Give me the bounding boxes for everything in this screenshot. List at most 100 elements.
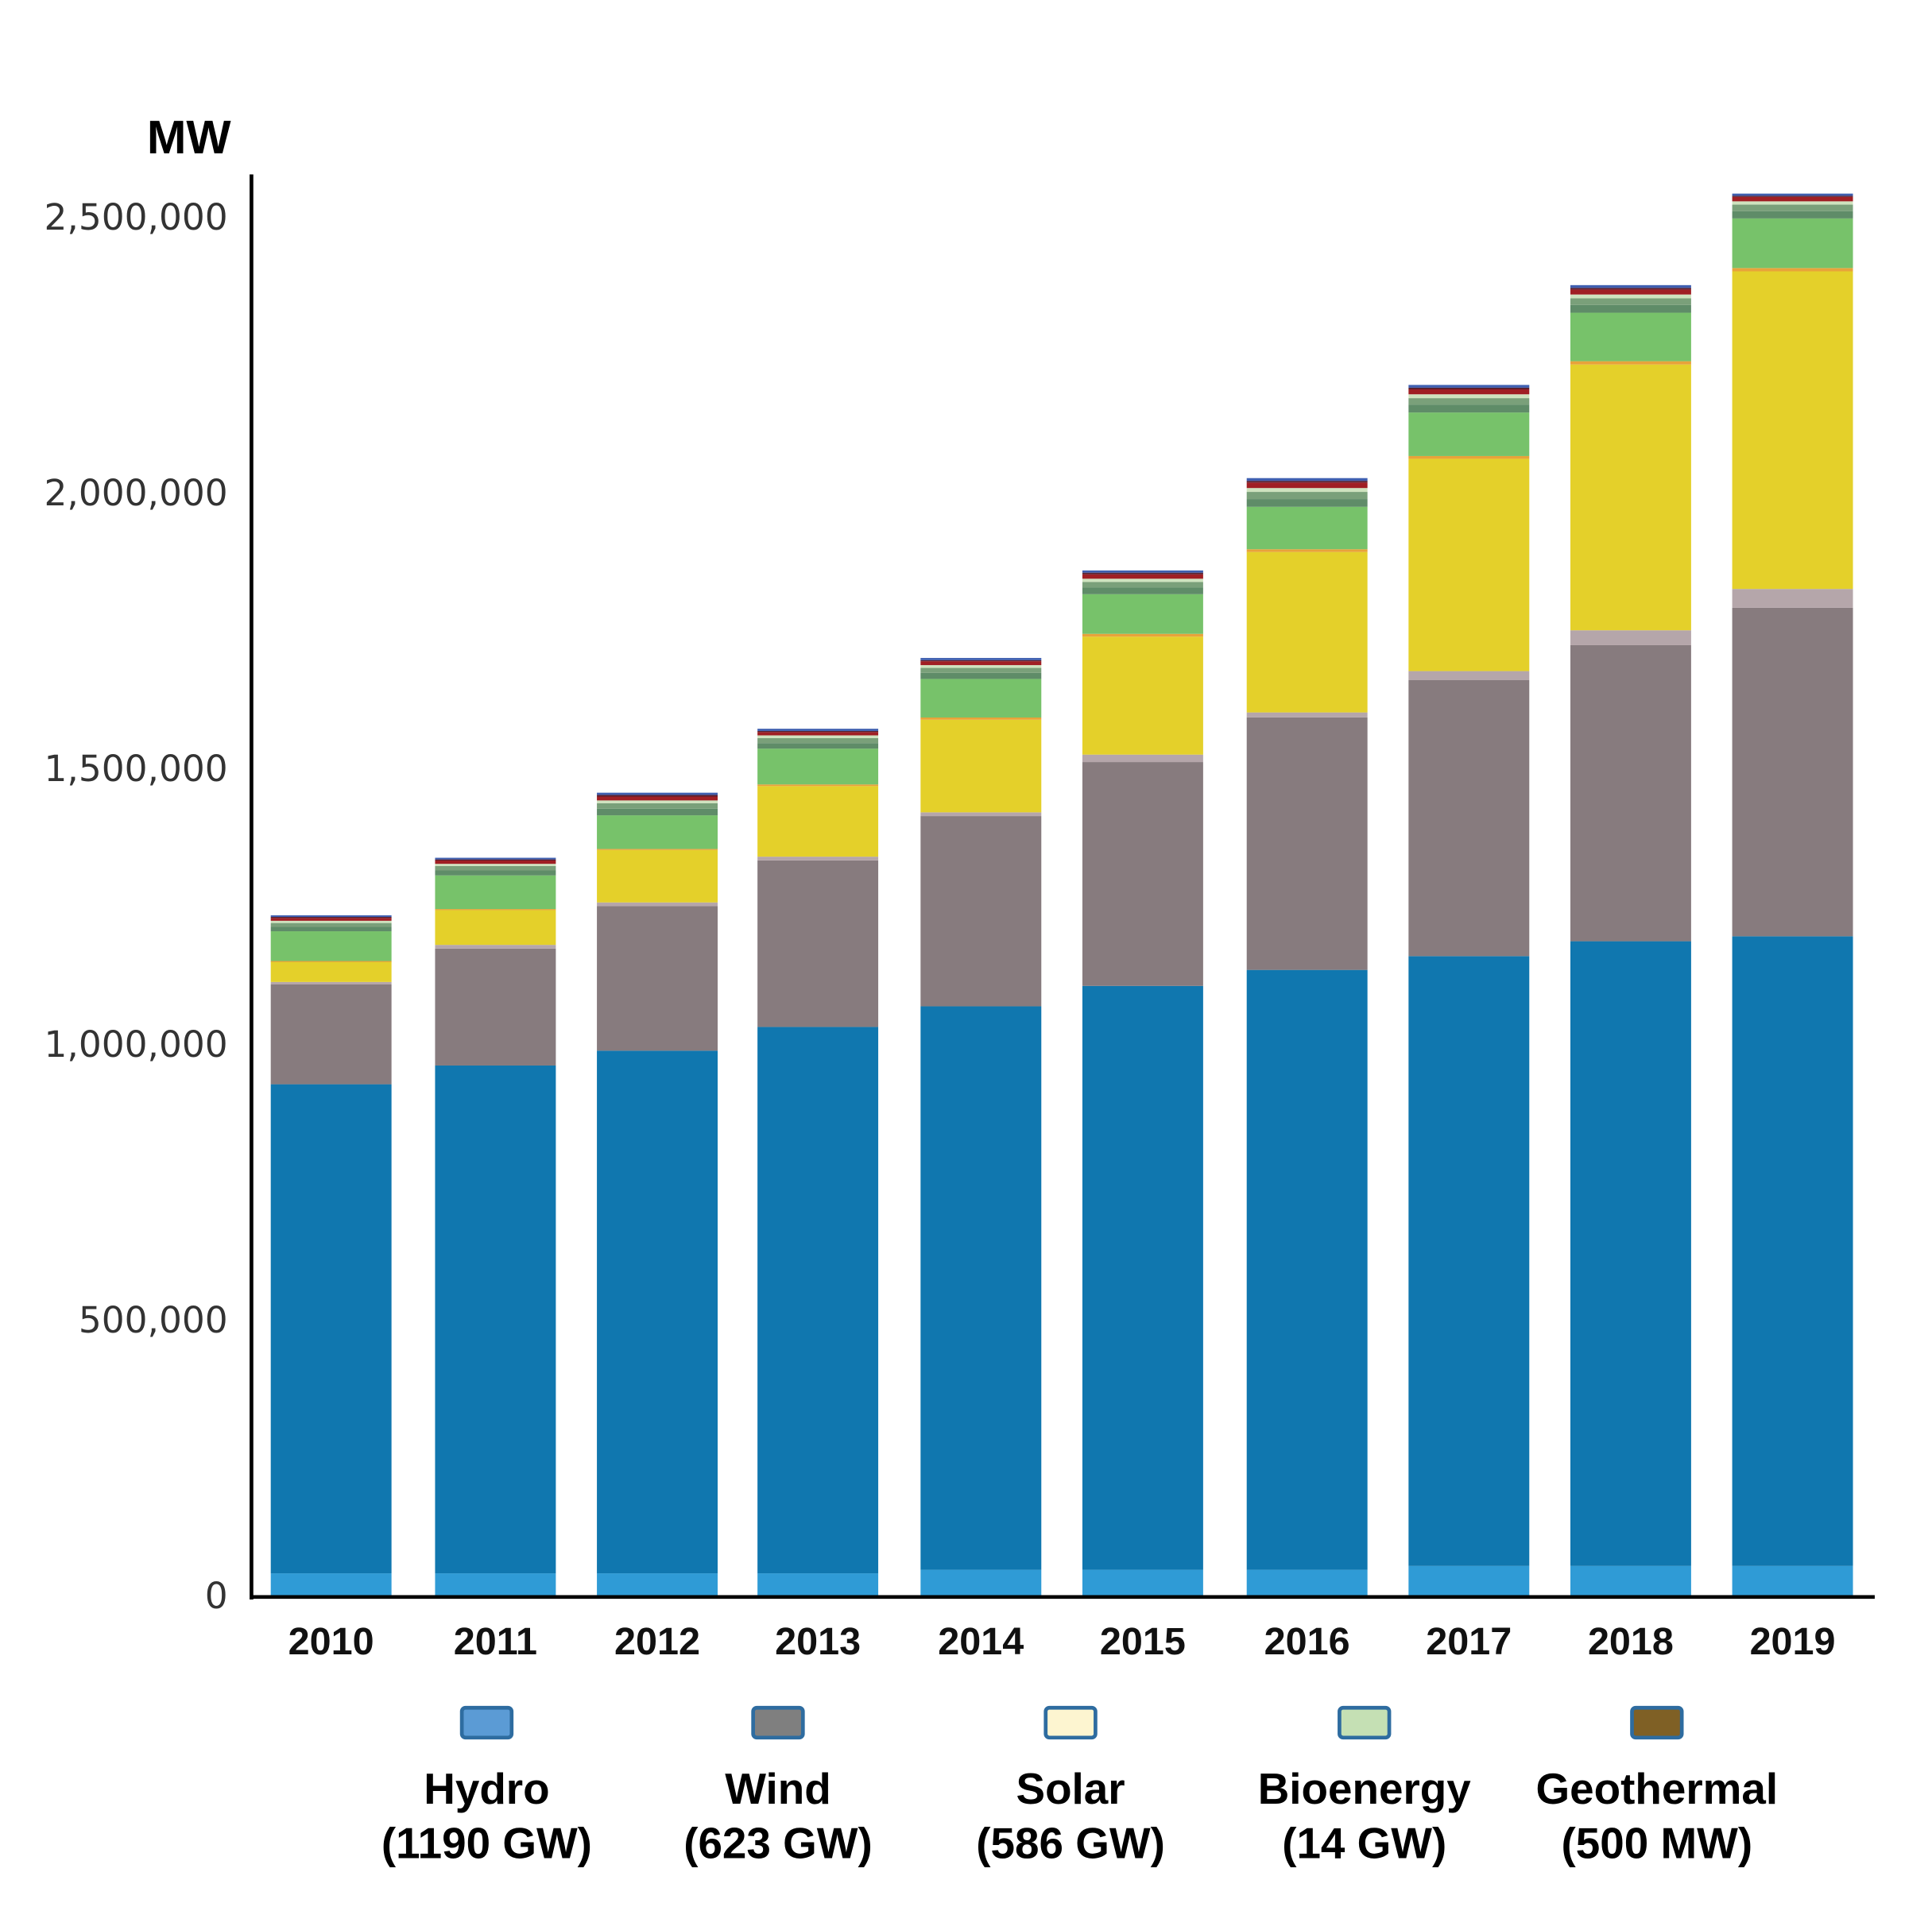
bar-segment-hydro-2015 [1082, 1569, 1203, 1596]
legend-total: (623 GW) [683, 1819, 873, 1868]
y-tick-label: 1,500,000 [45, 748, 228, 790]
y-tick-label: 0 [205, 1575, 228, 1617]
bar-segment-bioenergy-2014 [920, 672, 1042, 679]
legend-total: (1190 GW) [381, 1819, 592, 1868]
bar-segment-other-2010 [270, 915, 392, 917]
bar-segment-other-2017 [1408, 385, 1530, 388]
bar-segment-geothermal-2013 [757, 730, 879, 733]
bar-segment-wind-2010 [270, 981, 392, 984]
bar-segment-wind-2017 [1408, 679, 1530, 957]
bar-segment-bioenergy-2014 [920, 667, 1042, 673]
bar-segment-bioenergy-2010 [270, 920, 392, 923]
bar-segment-other-2015 [1082, 570, 1203, 573]
legend-swatch [459, 1705, 514, 1740]
bar-segment-bioenergy-2015 [1082, 578, 1203, 582]
bar-segment-hydro-2017 [1408, 1565, 1530, 1596]
bar-segment-bioenergy-2016 [1246, 488, 1368, 493]
bar-segment-bioenergy-2015 [1082, 582, 1203, 588]
bar-segment-geothermal-2016 [1246, 481, 1368, 483]
bar-segment-geothermal-2017 [1408, 387, 1530, 389]
bar-segment-other-2011 [435, 857, 556, 860]
bar-segment-hydro-2015 [1082, 985, 1203, 1570]
bar-segment-solar-2017 [1408, 458, 1530, 671]
bar-segment-hydro-2011 [435, 1573, 556, 1596]
bar-segment-solar-2015 [1082, 633, 1203, 637]
y-tick-label: 500,000 [79, 1299, 228, 1341]
y-tick-labels: 0 500,000 1,000,000 1,500,000 2,000,000 2,500… [45, 196, 228, 1617]
bar-segment-bioenergy-2018 [1570, 304, 1691, 313]
bar-segment-bioenergy-2013 [757, 748, 879, 785]
bar-segment-bioenergy-2013 [757, 737, 879, 744]
x-tick-label: 2015 [1100, 1620, 1186, 1663]
legend-total: (586 GW) [976, 1819, 1165, 1868]
legend-label: Wind [725, 1764, 830, 1813]
bar-segment-wind-2016 [1246, 717, 1368, 970]
bar-segment-hydro-2018 [1570, 1565, 1691, 1596]
bar-segment-geothermal-2011 [435, 860, 556, 865]
x-tick-label: 2019 [1750, 1620, 1836, 1663]
bar-segment-geothermal-2010 [270, 916, 392, 919]
x-tick-label: 2017 [1426, 1620, 1512, 1663]
bar-segment-solar-2018 [1570, 361, 1691, 365]
bar-segment-bioenergy-2019 [1732, 218, 1853, 269]
bar-segment-other-2013 [757, 729, 879, 731]
bar-segment-solar-2014 [920, 719, 1042, 813]
x-tick-label: 2010 [288, 1620, 374, 1663]
bar-segment-geothermal-2014 [920, 660, 1042, 662]
bar-segment-hydro-2010 [270, 1084, 392, 1574]
bar-segment-wind-2018 [1570, 630, 1691, 645]
bar-segment-bioenergy-2013 [757, 735, 879, 738]
bar-segment-bioenergy-2012 [597, 803, 718, 809]
bar-segment-bioenergy-2017 [1408, 398, 1530, 405]
bar-segment-bioenergy-2017 [1408, 394, 1530, 399]
bar-segment-bioenergy-2012 [597, 800, 718, 803]
bar-segment-wind-2015 [1082, 754, 1203, 763]
bar-segment-hydro-2012 [597, 1573, 718, 1596]
legend-label: Geothermal [1536, 1764, 1779, 1813]
bar-segment-bioenergy-2011 [435, 864, 556, 866]
x-tick-label: 2012 [614, 1620, 700, 1663]
bar-segment-geothermal-2014 [920, 661, 1042, 666]
bar-segment-bioenergy-2018 [1570, 298, 1691, 305]
bar-segment-hydro-2011 [435, 1065, 556, 1574]
legend-swatch [751, 1705, 805, 1740]
y-tick-label: 2,500,000 [45, 196, 228, 238]
bar-segment-solar-2019 [1732, 271, 1853, 590]
bar-segment-bioenergy-2014 [920, 679, 1042, 718]
bar-segment-solar-2013 [757, 786, 879, 857]
bar-segment-hydro-2016 [1246, 1569, 1368, 1596]
bar-segment-wind-2014 [920, 816, 1042, 1007]
bars-group [270, 193, 1853, 1596]
bar-segment-hydro-2012 [597, 1050, 718, 1574]
bar-segment-geothermal-2017 [1408, 389, 1530, 395]
bar-segment-bioenergy-2016 [1246, 506, 1368, 550]
bar-segment-wind-2013 [757, 860, 879, 1027]
bar-segment-bioenergy-2015 [1082, 587, 1203, 594]
legend-label: Hydro [424, 1764, 549, 1813]
bar-segment-wind-2011 [435, 945, 556, 949]
bar-segment-solar-2011 [435, 909, 556, 911]
bar-segment-geothermal-2012 [597, 795, 718, 797]
legend-total: (14 GW) [1282, 1819, 1446, 1868]
bar-segment-bioenergy-2013 [757, 743, 879, 749]
x-tick-label: 2014 [938, 1620, 1024, 1663]
bar-segment-solar-2014 [920, 718, 1042, 720]
legend-item-geothermal: Geothermal (500 MW) [1536, 1705, 1779, 1868]
bar-segment-wind-2012 [597, 906, 718, 1051]
bar-segment-bioenergy-2012 [597, 808, 718, 816]
legend-item-bioenergy: Bioenergy (14 GW) [1258, 1705, 1471, 1868]
bar-segment-geothermal-2012 [597, 796, 718, 801]
y-tick-label: 2,000,000 [45, 472, 228, 514]
x-tick-label: 2018 [1588, 1620, 1674, 1663]
bar-segment-bioenergy-2010 [270, 926, 392, 932]
bar-segment-wind-2011 [435, 948, 556, 1066]
bar-segment-hydro-2016 [1246, 969, 1368, 1570]
bar-segment-wind-2019 [1732, 607, 1853, 937]
bar-segment-hydro-2010 [270, 1573, 392, 1596]
bar-segment-bioenergy-2019 [1732, 211, 1853, 219]
legend: Hydro (1190 GW) Wind (623 GW) Solar (586 GW) B… [381, 1705, 1779, 1868]
bar-segment-other-2012 [597, 792, 718, 795]
bar-segment-bioenergy-2011 [435, 865, 556, 871]
